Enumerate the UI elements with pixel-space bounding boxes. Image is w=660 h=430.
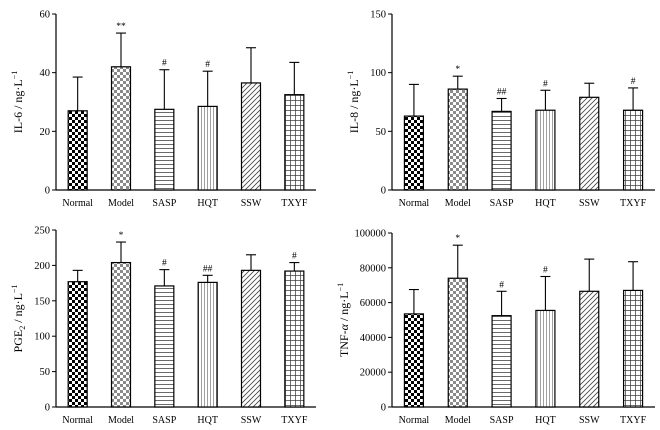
significance-marker: # [631,77,636,87]
x-tick-label: Normal [62,415,93,426]
y-tick-label: 20000 [360,368,386,379]
y-tick-label: 100 [370,68,386,79]
y-tick-label: 150 [34,296,50,307]
x-tick-label: HQT [197,415,218,426]
significance-marker: * [119,231,124,241]
x-tick-label: HQT [197,198,218,209]
chart-panel-3: 0 50 100 150 200 250 PGE2 / ng·L−1 Normal * Model… [10,226,316,426]
y-tick-label: 40000 [360,333,386,344]
y-tick-label: 100 [34,332,50,343]
x-tick-label: Model [445,415,471,426]
bar-normal [67,281,88,408]
y-tick-label: 0 [381,403,386,414]
bar-sasp [154,285,175,408]
significance-marker: # [162,59,167,69]
x-tick-label: Normal [399,198,430,209]
bar-sasp [491,110,512,191]
bar-sasp [491,315,512,408]
bar-model [447,88,468,191]
bar-model [110,261,132,408]
x-tick-label: Normal [62,198,93,209]
significance-marker: # [162,259,167,269]
x-tick-label: Model [108,198,134,209]
y-tick-label: 200 [34,261,50,272]
x-tick-label: SASP [152,198,176,209]
y-tick-label: 60000 [360,298,386,309]
x-tick-label: SSW [579,415,600,426]
y-tick-label: 0 [45,186,50,197]
bar-ssw [579,96,600,191]
bar-normal [403,313,425,408]
significance-marker: # [292,252,297,262]
y-tick-label: 50 [40,367,51,378]
bar-model [110,66,132,191]
significance-marker: ## [497,87,507,97]
bar-model [447,277,468,408]
bar-ssw [240,269,262,408]
significance-marker: * [455,234,460,244]
y-tick-label: 100000 [355,229,387,240]
bar-hqt [197,105,218,191]
x-tick-label: SASP [490,415,514,426]
x-tick-label: HQT [535,198,556,209]
y-tick-label: 0 [45,403,50,414]
chart-panel-1: 0 20 40 60 IL-6 / ng·L−1 Normal ** Model # SASP # H… [10,10,316,209]
y-tick-label: 20 [40,127,51,138]
y-tick-label: 250 [34,226,50,237]
significance-marker: ## [203,264,213,274]
y-tick-label: 40 [40,68,51,79]
chart-panel-4: 0 20000 40000 60000 80000 100000 TNF-α / ng·L−… [336,229,655,426]
bar-ssw [579,290,600,408]
bar-hqt [197,281,218,408]
y-tick-label: 150 [370,10,386,21]
bar-hqt [535,109,556,191]
significance-marker: # [205,60,210,70]
y-axis-label: PGE2 / ng·L−1 [10,285,27,353]
x-tick-label: SSW [579,198,600,209]
bar-txyf [284,94,305,191]
y-axis-label: TNF-α / ng·L−1 [336,283,351,357]
significance-marker: * [455,65,460,75]
significance-marker: # [499,280,504,290]
significance-marker: # [543,266,548,276]
x-tick-label: Normal [399,415,430,426]
bar-txyf [622,289,644,408]
y-tick-label: 80000 [360,263,386,274]
x-tick-label: SASP [152,415,176,426]
bar-normal [67,110,88,191]
bar-txyf [622,109,644,191]
x-tick-label: Model [445,198,471,209]
x-tick-label: Model [108,415,134,426]
bar-sasp [154,108,175,191]
bar-ssw [240,82,262,191]
x-tick-label: SSW [241,198,262,209]
x-tick-label: TXYF [620,198,647,209]
x-tick-label: TXYF [281,415,308,426]
significance-marker: # [543,79,548,89]
y-axis-label: IL-8 / ng·L−1 [346,71,361,134]
y-axis-label: IL-6 / ng·L−1 [10,71,25,134]
bar-normal [403,115,425,191]
x-tick-label: TXYF [620,415,647,426]
x-tick-label: TXYF [281,198,308,209]
x-tick-label: SASP [490,198,514,209]
y-tick-label: 0 [381,186,386,197]
bar-hqt [535,309,556,408]
y-tick-label: 50 [376,127,387,138]
significance-marker: ** [116,22,126,32]
x-tick-label: HQT [535,415,556,426]
bar-txyf [284,270,305,408]
y-tick-label: 60 [40,10,51,21]
x-tick-label: SSW [241,415,262,426]
